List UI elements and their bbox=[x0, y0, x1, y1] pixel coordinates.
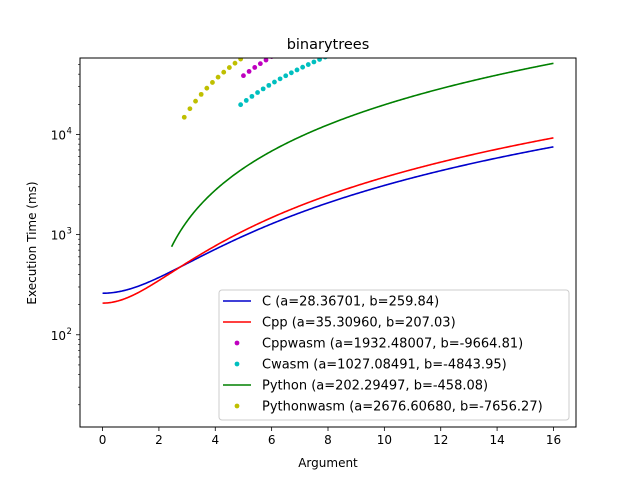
data-point-pythonwasm bbox=[221, 69, 227, 75]
data-point-pythonwasm bbox=[226, 65, 232, 70]
series-points-pythonwasm bbox=[181, 58, 244, 120]
legend-swatch-pythonwasm bbox=[234, 403, 240, 409]
data-point-cwasm bbox=[266, 82, 272, 88]
data-point-cwasm bbox=[272, 79, 277, 85]
series-line-python bbox=[170, 62, 554, 248]
data-point-cppwasm bbox=[241, 73, 246, 79]
y-tick-label: 10 bbox=[51, 128, 66, 142]
x-tick-label: 10 bbox=[377, 433, 392, 447]
series-points-cwasm bbox=[238, 58, 328, 108]
data-point-cppwasm bbox=[252, 65, 258, 70]
data-point-pythonwasm bbox=[238, 58, 244, 62]
data-point-cwasm bbox=[255, 90, 260, 95]
data-point-pythonwasm bbox=[232, 60, 238, 66]
legend-swatch-cppwasm bbox=[234, 340, 240, 346]
data-point-cppwasm bbox=[246, 69, 252, 74]
data-point-pythonwasm bbox=[193, 98, 198, 104]
data-point-cwasm bbox=[238, 102, 244, 108]
legend-label-python: Python (a=202.29497, b=-458.08) bbox=[262, 379, 488, 394]
data-point-cwasm bbox=[305, 62, 311, 67]
legend-label-cwasm: Cwasm (a=1027.08491, b=-4843.95) bbox=[262, 358, 507, 373]
chart-title: binarytrees bbox=[287, 37, 370, 53]
y-tick-exponent: 4 bbox=[67, 126, 72, 136]
x-tick-label: 16 bbox=[546, 433, 561, 447]
x-tick-label: 0 bbox=[99, 433, 107, 447]
data-point-cwasm bbox=[283, 73, 289, 79]
legend-box bbox=[218, 289, 570, 421]
legend-label-c: C (a=28.36701, b=259.84) bbox=[262, 295, 439, 310]
data-point-cwasm bbox=[300, 64, 306, 70]
x-tick-label: 14 bbox=[489, 433, 504, 447]
x-axis-label: Argument bbox=[298, 456, 358, 470]
data-point-pythonwasm bbox=[181, 114, 187, 120]
x-tick-label: 4 bbox=[211, 433, 219, 447]
x-tick-label: 6 bbox=[268, 433, 276, 447]
x-axis: 0 2 4 6 8 10 12 14 16 bbox=[99, 427, 561, 447]
legend: C (a=28.36701, b=259.84) Cpp (a=35.30960,… bbox=[218, 289, 570, 421]
legend-swatch-cwasm bbox=[234, 361, 240, 367]
data-point-cwasm bbox=[317, 58, 322, 62]
data-point-pythonwasm bbox=[215, 74, 221, 80]
data-point-pythonwasm bbox=[198, 91, 204, 97]
data-point-cwasm bbox=[311, 59, 317, 65]
data-point-cwasm bbox=[288, 70, 294, 76]
data-point-cwasm bbox=[260, 86, 266, 92]
data-point-pythonwasm bbox=[187, 106, 193, 112]
x-tick-label: 12 bbox=[433, 433, 448, 447]
y-tick-label: 10 bbox=[51, 229, 66, 243]
x-tick-label: 2 bbox=[155, 433, 163, 447]
data-point-pythonwasm bbox=[210, 80, 215, 85]
y-axis-label: Execution Time (ms) bbox=[25, 181, 39, 304]
legend-label-cpp: Cpp (a=35.30960, b=207.03) bbox=[262, 316, 456, 331]
data-point-cwasm bbox=[249, 93, 255, 99]
legend-label-pythonwasm: Pythonwasm (a=2676.60680, b=-7656.27) bbox=[262, 400, 543, 415]
data-point-cwasm bbox=[243, 98, 249, 103]
y-tick-exponent: 2 bbox=[67, 327, 72, 337]
legend-label-cppwasm: Cppwasm (a=1932.48007, b=-9664.81) bbox=[262, 337, 523, 352]
data-point-pythonwasm bbox=[204, 85, 210, 91]
x-tick-label: 8 bbox=[324, 433, 332, 447]
y-tick-label: 10 bbox=[51, 329, 66, 343]
data-point-cwasm bbox=[294, 67, 300, 73]
y-tick-exponent: 3 bbox=[67, 227, 72, 237]
data-point-cppwasm bbox=[263, 58, 269, 63]
data-point-cwasm bbox=[277, 76, 283, 82]
series-line-cpp bbox=[102, 137, 554, 304]
data-point-cppwasm bbox=[257, 61, 263, 67]
